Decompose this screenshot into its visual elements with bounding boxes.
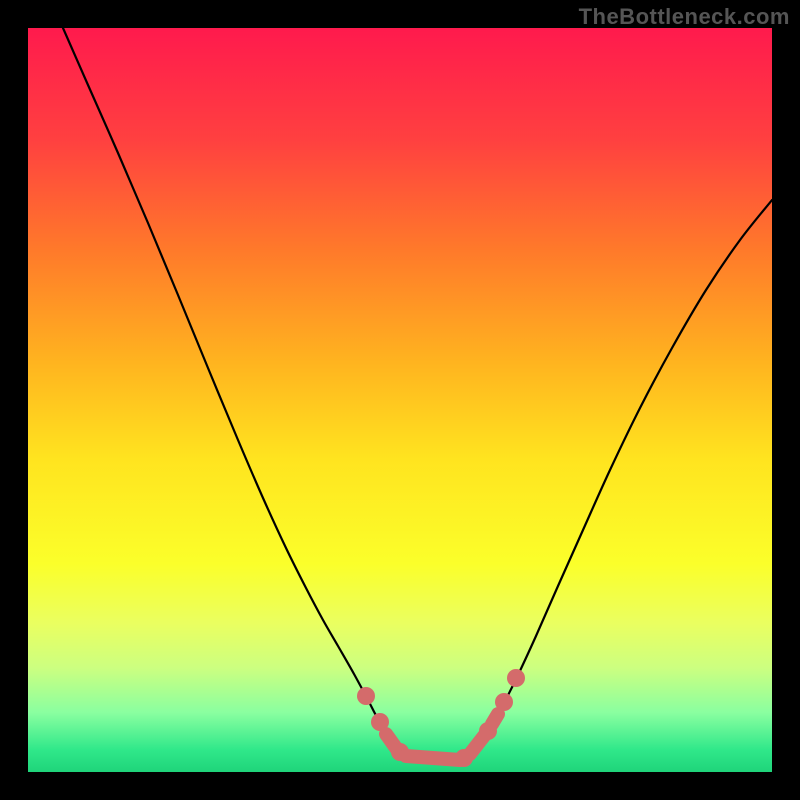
watermark-text: TheBottleneck.com (579, 4, 790, 30)
chart-curves-layer (28, 28, 772, 772)
chart-plot-area (28, 28, 772, 772)
highlighted-range-marker (357, 669, 525, 767)
bottleneck-curve (63, 28, 772, 763)
